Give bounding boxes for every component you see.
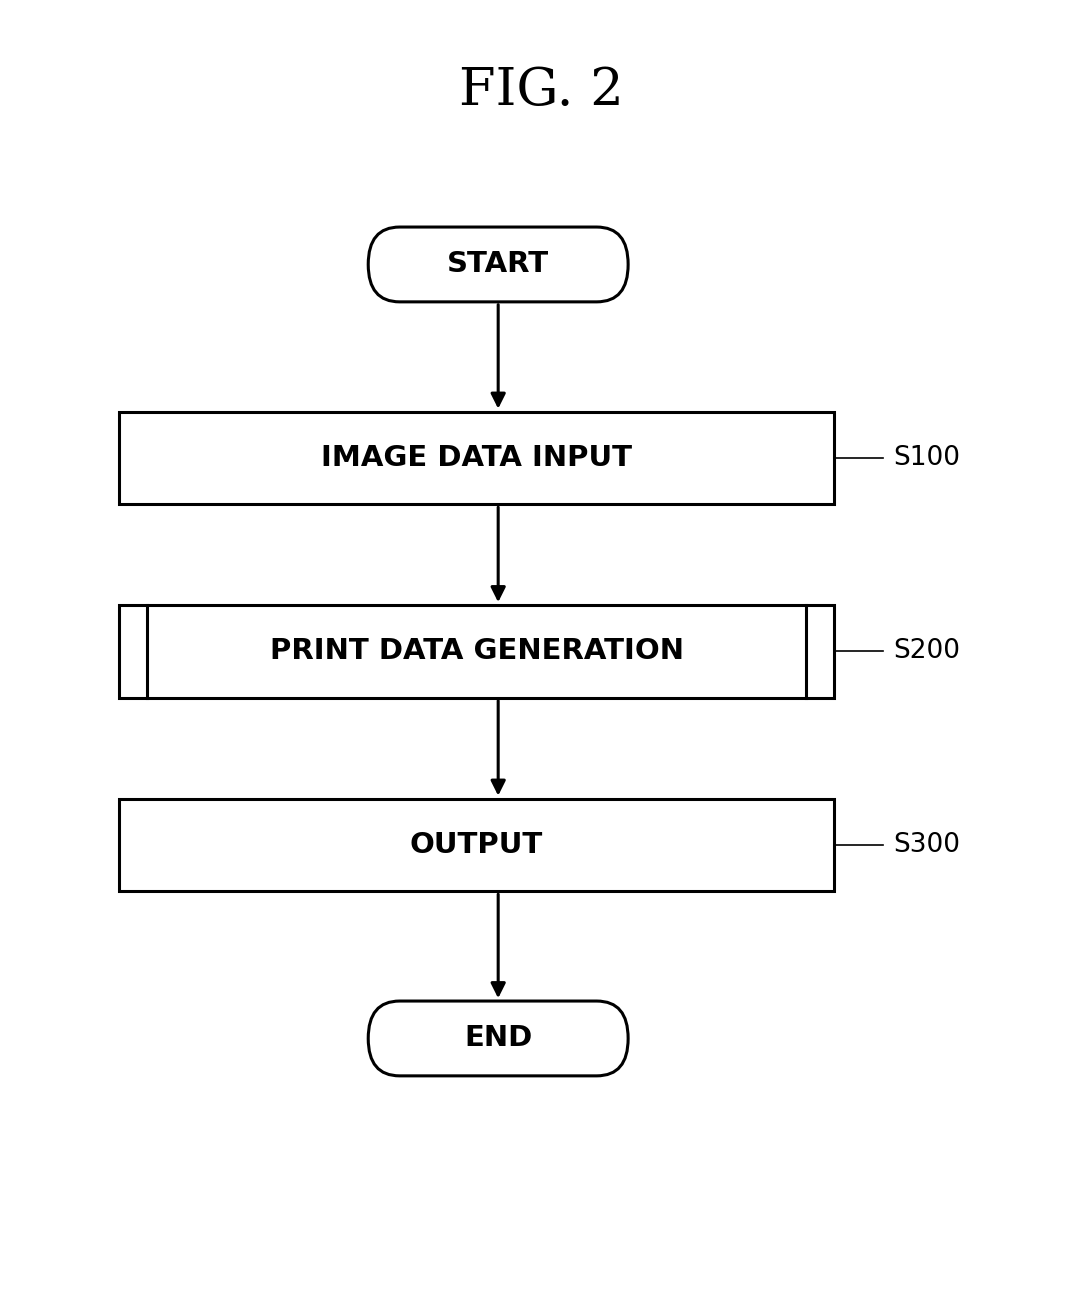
Bar [119, 412, 834, 504]
Text: IMAGE DATA INPUT: IMAGE DATA INPUT [321, 444, 632, 472]
Text: FIG. 2: FIG. 2 [459, 64, 624, 116]
FancyBboxPatch shape [368, 1001, 628, 1076]
Text: S100: S100 [893, 445, 961, 471]
Bar [119, 605, 834, 698]
Text: END: END [464, 1024, 533, 1053]
Text: OUTPUT: OUTPUT [409, 831, 544, 859]
FancyBboxPatch shape [368, 227, 628, 302]
Text: START: START [447, 250, 549, 279]
Text: S300: S300 [893, 832, 961, 858]
Bar [119, 799, 834, 891]
Text: S200: S200 [893, 639, 961, 664]
Text: PRINT DATA GENERATION: PRINT DATA GENERATION [270, 637, 683, 666]
